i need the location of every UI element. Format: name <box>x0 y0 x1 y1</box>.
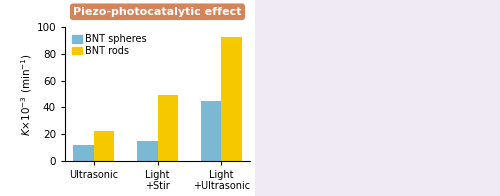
Text: Piezo-photocatalytic effect: Piezo-photocatalytic effect <box>73 7 242 17</box>
Bar <box>201 101 221 161</box>
Bar <box>221 37 242 161</box>
Bar <box>137 141 158 161</box>
Bar <box>158 95 178 161</box>
Bar <box>74 145 94 161</box>
Legend: BNT spheres, BNT rods: BNT spheres, BNT rods <box>70 32 149 58</box>
Bar <box>94 131 114 161</box>
Y-axis label: $K$$\times$10$^{-3}$ (min$^{-1}$): $K$$\times$10$^{-3}$ (min$^{-1}$) <box>19 53 34 136</box>
